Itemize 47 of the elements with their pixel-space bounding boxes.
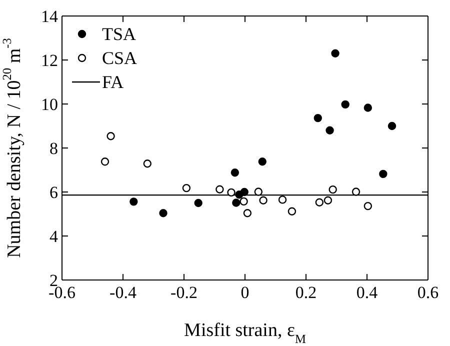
point bbox=[379, 170, 388, 178]
point bbox=[240, 188, 248, 196]
point bbox=[259, 196, 268, 204]
point bbox=[328, 185, 337, 194]
point bbox=[314, 114, 322, 122]
point bbox=[240, 197, 248, 206]
legend-label: TSA bbox=[102, 24, 136, 44]
x-tick-label: 0.2 bbox=[295, 283, 317, 302]
point bbox=[388, 122, 396, 130]
point bbox=[324, 196, 332, 204]
point bbox=[130, 198, 138, 206]
point bbox=[258, 158, 266, 166]
point bbox=[106, 132, 115, 140]
point bbox=[227, 188, 236, 197]
point bbox=[326, 126, 334, 134]
point bbox=[232, 198, 240, 207]
x-tick-label: 0.6 bbox=[417, 283, 439, 302]
point bbox=[278, 196, 287, 204]
point bbox=[182, 184, 191, 192]
point bbox=[159, 209, 168, 218]
legend-label: FA bbox=[102, 72, 124, 92]
point bbox=[254, 188, 263, 196]
point bbox=[315, 198, 324, 206]
x-tick-label: 0.4 bbox=[356, 283, 378, 302]
point bbox=[341, 100, 350, 109]
legend-label: CSA bbox=[102, 48, 138, 68]
point bbox=[194, 198, 202, 208]
y-tick-label: 12 bbox=[41, 51, 58, 70]
x-tick-label: -0.2 bbox=[170, 283, 198, 302]
x-tick-label: -0.4 bbox=[110, 283, 137, 302]
point bbox=[331, 49, 340, 58]
point bbox=[143, 160, 152, 168]
point bbox=[288, 207, 296, 216]
y-tick-label: 14 bbox=[41, 7, 58, 26]
y-tick-label: 10 bbox=[41, 95, 58, 114]
x-axis-title: Misfit strain, ε$_{M}$ bbox=[184, 320, 306, 346]
point bbox=[230, 168, 240, 177]
y-tick-label: 6 bbox=[50, 183, 58, 202]
point bbox=[100, 158, 110, 166]
point bbox=[243, 209, 252, 218]
y-tick-label: 8 bbox=[50, 139, 58, 158]
point bbox=[364, 104, 372, 112]
x-tick-label: 0 bbox=[240, 283, 250, 302]
point bbox=[364, 202, 372, 210]
y-tick-label: 4 bbox=[50, 227, 58, 246]
point bbox=[216, 185, 224, 194]
point bbox=[352, 188, 360, 196]
